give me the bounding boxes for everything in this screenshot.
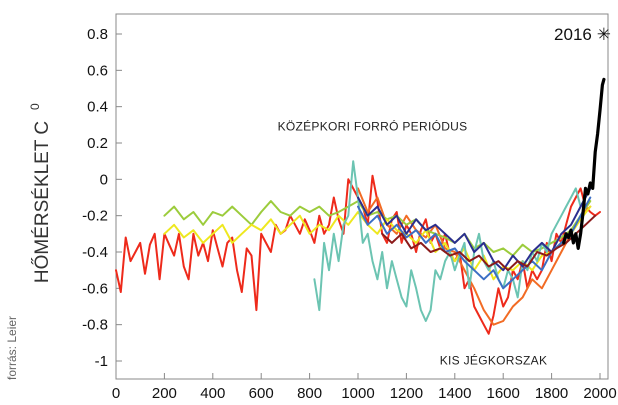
series-line-7 [381, 214, 597, 272]
series-line-8 [562, 77, 606, 250]
x-tick-label-4: 800 [297, 385, 322, 402]
y-tick-label-2: 0.4 [87, 99, 108, 116]
plot-frame [115, 13, 609, 380]
series-line-1 [357, 187, 592, 326]
x-tick-label-1: 200 [152, 385, 177, 402]
x-tick-label-3: 600 [249, 385, 274, 402]
year-marker: 2016 ✳ [554, 25, 611, 44]
y-axis-label-text: HŐMÉRSÉKLET C [31, 121, 53, 283]
x-tick-label-5: 1000 [341, 385, 374, 402]
annotation-1: KIS JÉGKORSZAK [440, 353, 548, 368]
y-axis-label-superscript: 0 [28, 103, 42, 110]
y-tick-label-0: 0.8 [87, 26, 108, 43]
annotations: KÖZÉPKORI FORRÓ PERIÓDUS KIS JÉGKORSZAK [278, 118, 548, 368]
x-tick-label-6: 1200 [390, 385, 423, 402]
y-tick-label-3: 0.2 [87, 135, 108, 152]
series-line-2 [163, 200, 592, 257]
y-tick-label-8: -0.8 [82, 317, 108, 334]
y-tick-label-1: 0.6 [87, 62, 108, 79]
annotation-0: KÖZÉPKORI FORRÓ PERIÓDUS [278, 118, 468, 133]
y-tick-label-6: -0.4 [82, 244, 108, 261]
x-tick-label-8: 1600 [487, 385, 520, 402]
x-tick-label-7: 1400 [438, 385, 471, 402]
y-tick-label-7: -0.6 [82, 280, 108, 297]
y-tick-label-5: -0.2 [82, 208, 108, 225]
x-tick-label-9: 1800 [535, 385, 568, 402]
series-lines [115, 77, 606, 335]
y-tick-label-9: -1 [95, 353, 108, 370]
x-tick-label-0: 0 [112, 385, 120, 402]
marker-label: 2016 [554, 25, 592, 44]
x-axis: 0 200 400 600 800 1000 1200 1400 1600 1800 2000 [112, 373, 617, 402]
y-tick-label-4: 0 [100, 171, 108, 188]
series-line-4 [313, 160, 592, 322]
source-label: forrás: Leier [5, 316, 19, 380]
y-axis: 0.8 0.6 0.4 0.2 0 -0.2 -0.4 -0.6 -0.8 -1 [82, 26, 122, 370]
x-tick-label-10: 2000 [583, 385, 616, 402]
y-axis-label: HŐMÉRSÉKLET C 0 [28, 103, 53, 283]
marker-symbol: ✳ [597, 25, 611, 44]
x-tick-label-2: 400 [200, 385, 225, 402]
